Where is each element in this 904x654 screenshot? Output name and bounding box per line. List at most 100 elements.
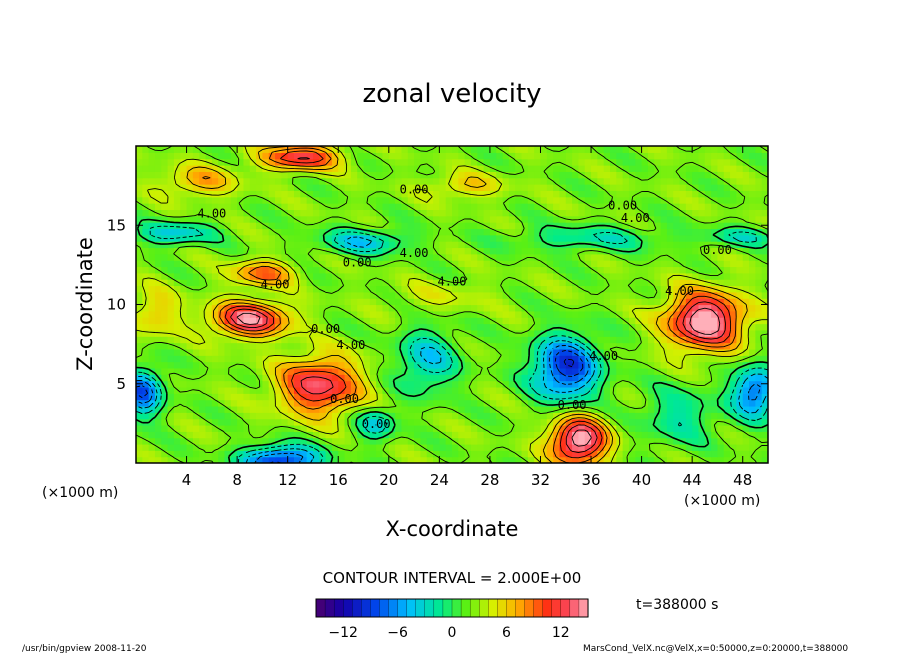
heatmap-cell (635, 253, 643, 261)
heatmap-cell (325, 361, 333, 369)
heatmap-cell (268, 405, 276, 413)
heatmap-cell (635, 279, 643, 287)
heatmap-cell (723, 456, 731, 463)
heatmap-cell (654, 304, 662, 312)
heatmap-cell (268, 450, 276, 458)
heatmap-cell (692, 260, 700, 268)
heatmap-cell (616, 418, 624, 426)
heatmap-cell (591, 374, 598, 382)
heatmap-cell (388, 209, 396, 217)
heatmap-cell (692, 348, 700, 356)
heatmap-cell (344, 203, 352, 210)
heatmap-cell (445, 418, 453, 426)
heatmap-cell (294, 405, 301, 413)
heatmap-cell (382, 285, 390, 293)
heatmap-cell (294, 253, 301, 261)
heatmap-cell (534, 165, 542, 172)
heatmap-cell (205, 272, 213, 280)
heatmap-cell (673, 190, 681, 198)
heatmap-cell (211, 418, 219, 426)
heatmap-cell (243, 241, 251, 249)
heatmap-cell (205, 234, 213, 242)
heatmap-cell (180, 450, 188, 458)
heatmap-cell (439, 234, 447, 242)
heatmap-cell (470, 418, 478, 426)
heatmap-cell (426, 241, 434, 249)
heatmap-cell (256, 443, 263, 451)
heatmap-cell (761, 323, 768, 331)
heatmap-cell (192, 247, 200, 255)
heatmap-cell (319, 437, 327, 445)
heatmap-cell (439, 424, 447, 432)
heatmap-cell (591, 386, 598, 394)
heatmap-cell (508, 247, 516, 255)
heatmap-cell (742, 443, 750, 451)
heatmap-cell (483, 374, 491, 382)
heatmap-cell (502, 279, 510, 287)
heatmap-cell (426, 443, 434, 451)
heatmap-cell (578, 158, 586, 166)
heatmap-cell (654, 386, 662, 394)
heatmap-cell (180, 336, 188, 344)
heatmap-cell (635, 215, 643, 223)
heatmap-cell (338, 190, 346, 198)
heatmap-cell (742, 348, 750, 356)
heatmap-cell (679, 291, 687, 299)
heatmap-cell (363, 279, 371, 287)
heatmap-cell (382, 247, 390, 255)
heatmap-cell (275, 209, 282, 217)
heatmap-cell (477, 184, 485, 191)
heatmap-cell (647, 418, 655, 426)
heatmap-cell (136, 393, 143, 401)
heatmap-cell (717, 361, 725, 369)
heatmap-cell (287, 184, 295, 191)
heatmap-cell (711, 177, 719, 185)
heatmap-cell (723, 412, 731, 420)
heatmap-cell (622, 190, 630, 198)
plot-area: 4.000.000.004.000.000.004.004.004.00 4.00… (135, 145, 769, 464)
heatmap-cell (243, 418, 251, 426)
heatmap-cell (312, 215, 320, 223)
heatmap-cell (717, 304, 725, 312)
heatmap-cell (534, 247, 542, 255)
heatmap-cell (275, 374, 282, 382)
heatmap-cell (211, 177, 219, 185)
heatmap-cell (755, 412, 763, 420)
heatmap-cell (534, 386, 542, 394)
heatmap-cell (306, 298, 314, 306)
heatmap-cell (142, 317, 150, 325)
heatmap-cell (483, 418, 491, 426)
heatmap-cell (230, 298, 238, 306)
heatmap-cell (287, 171, 295, 179)
heatmap-cell (723, 304, 731, 312)
heatmap-cell (559, 424, 567, 432)
heatmap-cell (685, 399, 693, 407)
heatmap-cell (711, 196, 719, 204)
heatmap-cell (306, 203, 314, 210)
heatmap-cell (154, 304, 162, 312)
heatmap-cell (496, 348, 504, 356)
heatmap-cell (161, 190, 169, 198)
heatmap-cell (660, 184, 668, 191)
heatmap-cell (173, 266, 181, 274)
heatmap-cell (136, 348, 143, 356)
heatmap-cell (211, 336, 219, 344)
heatmap-cell (565, 272, 573, 280)
heatmap-cell (167, 348, 175, 356)
heatmap-cell (666, 196, 674, 204)
heatmap-cell (401, 374, 409, 382)
heatmap-cell (610, 456, 617, 463)
heatmap-cell (464, 424, 472, 432)
heatmap-cell (199, 203, 207, 210)
heatmap-cell (237, 146, 245, 153)
heatmap-cell (603, 228, 611, 236)
heatmap-cell (382, 323, 390, 331)
heatmap-cell (527, 437, 535, 445)
heatmap-cell (723, 431, 731, 439)
heatmap-cell (338, 304, 346, 312)
heatmap-cell (414, 209, 421, 217)
heatmap-cell (496, 399, 504, 407)
heatmap-cell (395, 304, 403, 312)
heatmap-cell (199, 456, 207, 463)
heatmap-cell (704, 355, 712, 363)
